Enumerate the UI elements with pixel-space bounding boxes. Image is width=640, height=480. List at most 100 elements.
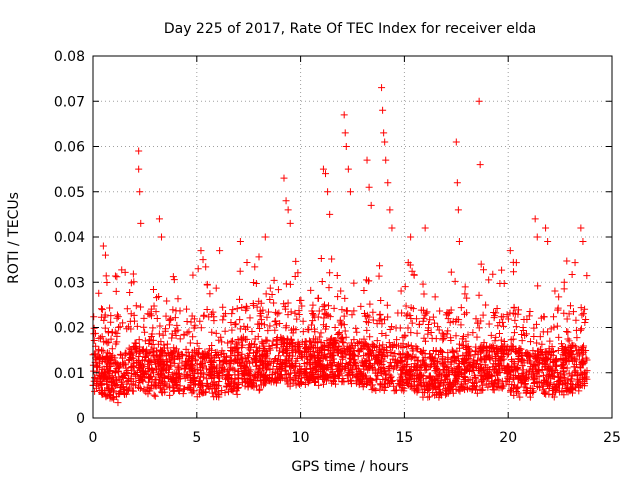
data-point xyxy=(265,342,273,350)
data-point xyxy=(342,333,350,341)
data-point xyxy=(581,368,589,376)
data-point xyxy=(418,348,426,356)
data-point xyxy=(90,337,98,345)
data-point xyxy=(566,343,574,351)
data-point xyxy=(326,269,334,277)
data-point xyxy=(135,375,143,383)
data-point xyxy=(526,307,534,315)
data-point xyxy=(234,335,242,343)
data-point xyxy=(386,206,394,214)
data-point xyxy=(481,361,489,369)
data-point xyxy=(335,330,343,338)
data-point xyxy=(563,257,571,265)
data-point xyxy=(350,356,358,364)
data-point xyxy=(180,371,188,379)
data-point xyxy=(146,336,154,344)
data-point xyxy=(232,320,240,328)
data-point xyxy=(90,313,98,321)
data-point xyxy=(106,374,114,382)
data-point xyxy=(315,348,323,356)
data-point xyxy=(486,343,494,351)
data-point xyxy=(565,337,573,345)
data-point xyxy=(300,359,308,367)
data-point xyxy=(165,352,173,360)
data-point xyxy=(381,138,389,146)
data-point xyxy=(196,377,204,385)
data-point xyxy=(167,357,175,365)
data-point xyxy=(207,368,215,376)
data-point xyxy=(256,344,264,352)
data-point xyxy=(397,342,405,350)
data-point xyxy=(265,374,273,382)
data-point xyxy=(98,333,106,341)
data-point xyxy=(116,388,124,396)
data-point xyxy=(519,326,527,334)
data-point xyxy=(463,383,471,391)
data-point xyxy=(203,281,211,289)
data-point xyxy=(547,349,555,357)
data-point xyxy=(438,329,446,337)
data-point xyxy=(355,367,363,375)
data-point xyxy=(141,337,149,345)
data-point xyxy=(176,375,184,383)
data-point xyxy=(530,360,538,368)
data-point xyxy=(129,380,137,388)
data-point xyxy=(256,325,264,333)
data-point xyxy=(432,367,440,375)
data-point xyxy=(502,365,510,373)
data-point xyxy=(107,335,115,343)
data-point xyxy=(158,366,166,374)
data-point xyxy=(243,335,251,343)
data-point xyxy=(311,325,319,333)
data-point xyxy=(298,354,306,362)
data-point xyxy=(303,359,311,367)
data-point xyxy=(506,375,514,383)
data-point xyxy=(289,362,297,370)
data-point xyxy=(475,97,483,105)
data-point xyxy=(253,348,261,356)
data-point xyxy=(179,390,187,398)
data-point xyxy=(375,359,383,367)
data-point xyxy=(146,374,154,382)
data-point xyxy=(313,366,321,374)
data-point xyxy=(510,303,518,311)
data-point xyxy=(315,381,323,389)
data-point xyxy=(358,359,366,367)
data-point xyxy=(100,338,108,346)
data-point xyxy=(564,384,572,392)
data-point xyxy=(390,387,398,395)
data-point xyxy=(122,364,130,372)
data-point xyxy=(182,345,190,353)
data-point xyxy=(306,364,314,372)
data-point xyxy=(222,375,230,383)
data-point xyxy=(212,329,220,337)
data-point xyxy=(559,355,567,363)
data-point xyxy=(240,322,248,330)
data-point xyxy=(150,352,158,360)
data-point xyxy=(280,300,288,308)
data-point xyxy=(373,369,381,377)
data-point xyxy=(577,304,585,312)
data-point xyxy=(332,380,340,388)
data-point xyxy=(144,310,152,318)
data-point xyxy=(482,353,490,361)
data-point xyxy=(108,328,116,336)
data-point xyxy=(107,378,115,386)
data-point xyxy=(408,319,416,327)
data-point xyxy=(517,345,525,353)
data-point xyxy=(417,361,425,369)
data-point xyxy=(292,372,300,380)
data-point xyxy=(140,314,148,322)
data-point xyxy=(350,307,358,315)
data-point xyxy=(291,343,299,351)
data-point xyxy=(234,371,242,379)
data-point xyxy=(514,389,522,397)
data-point xyxy=(282,197,290,205)
data-point xyxy=(281,366,289,374)
data-point xyxy=(530,333,538,341)
data-point xyxy=(186,384,194,392)
data-point xyxy=(157,367,165,375)
data-point xyxy=(190,324,198,332)
data-point xyxy=(340,345,348,353)
data-point xyxy=(271,356,279,364)
